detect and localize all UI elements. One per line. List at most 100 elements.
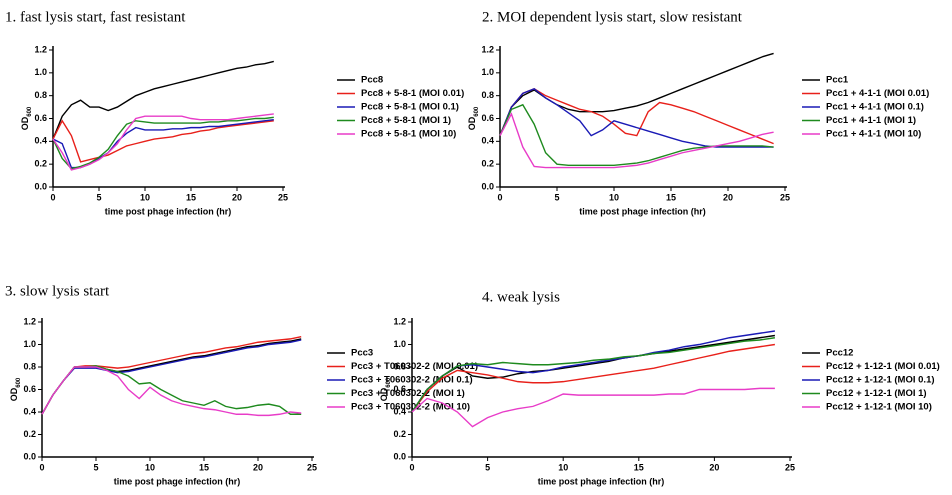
legend-label: Pcc8 + 5-8-1 (MOI 0.01) bbox=[361, 88, 464, 99]
y-tick-label: 1.2 bbox=[34, 44, 47, 54]
y-tick-label: 1.0 bbox=[23, 339, 36, 349]
series-line bbox=[499, 112, 774, 169]
y-tick-label: 0.4 bbox=[393, 406, 406, 416]
x-tick-label: 0 bbox=[50, 192, 55, 202]
x-axis-label: time post phage infection (hr) bbox=[538, 476, 665, 486]
x-tick-label: 20 bbox=[232, 192, 242, 202]
series-line bbox=[41, 366, 302, 417]
y-tick-label: 1.0 bbox=[393, 339, 406, 349]
y-tick-label: 0.2 bbox=[23, 429, 36, 439]
x-axis-label: time post phage infection (hr) bbox=[114, 476, 241, 486]
x-tick-label: 25 bbox=[278, 192, 288, 202]
legend-label: Pcc1 + 4-1-1 (MOI 0.01) bbox=[826, 88, 929, 99]
y-axis-label: OD600 bbox=[20, 106, 32, 130]
legend-label: Pcc3 + T060302-2 (MOI 1) bbox=[351, 388, 465, 399]
series-line bbox=[499, 88, 774, 148]
y-axis-label-main: OD bbox=[379, 387, 389, 401]
y-tick-label: 0.8 bbox=[34, 90, 47, 100]
y-tick-label: 0.0 bbox=[34, 181, 47, 191]
y-tick-label: 1.2 bbox=[393, 316, 406, 326]
x-tick-label: 5 bbox=[554, 192, 559, 202]
panel-title: 2. MOI dependent lysis start, slow resis… bbox=[482, 9, 743, 25]
y-tick-label: 0.0 bbox=[481, 181, 494, 191]
panel-title: 1. fast lysis start, fast resistant bbox=[5, 9, 186, 25]
panel-title: 4. weak lysis bbox=[482, 289, 560, 305]
series-line bbox=[41, 339, 302, 415]
x-tick-label: 25 bbox=[780, 192, 790, 202]
x-tick-label: 15 bbox=[186, 192, 196, 202]
x-tick-label: 25 bbox=[785, 462, 795, 472]
legend-label: Pcc3 + T060302-2 (MOI 0.01) bbox=[351, 361, 478, 372]
x-tick-label: 20 bbox=[723, 192, 733, 202]
x-tick-label: 15 bbox=[666, 192, 676, 202]
y-tick-label: 1.2 bbox=[23, 316, 36, 326]
y-tick-label: 1.0 bbox=[34, 67, 47, 77]
y-axis-label: OD600 bbox=[379, 377, 391, 401]
legend-label: Pcc8 bbox=[361, 75, 383, 86]
legend-label: Pcc1 + 4-1-1 (MOI 0.1) bbox=[826, 102, 924, 113]
x-tick-label: 5 bbox=[485, 462, 490, 472]
y-tick-label: 0.2 bbox=[481, 159, 494, 169]
y-axis-label: OD600 bbox=[467, 106, 479, 130]
series-line bbox=[52, 116, 274, 170]
legend-label: Pcc12 + 1-12-1 (MOI 1) bbox=[826, 388, 927, 399]
series-line bbox=[411, 387, 775, 428]
x-tick-label: 10 bbox=[140, 192, 150, 202]
y-tick-label: 0.8 bbox=[481, 90, 494, 100]
y-tick-label: 0.8 bbox=[393, 361, 406, 371]
x-tick-label: 0 bbox=[409, 462, 414, 472]
series-line bbox=[411, 343, 775, 413]
x-tick-label: 5 bbox=[96, 192, 101, 202]
x-tick-label: 10 bbox=[145, 462, 155, 472]
y-tick-label: 1.2 bbox=[481, 44, 494, 54]
series-line bbox=[41, 335, 302, 415]
y-axis-label-sub: 600 bbox=[16, 377, 22, 388]
y-tick-label: 0.4 bbox=[23, 406, 36, 416]
series-line bbox=[52, 113, 274, 171]
legend-label: Pcc1 bbox=[826, 75, 849, 86]
y-axis-label-sub: 600 bbox=[386, 377, 392, 388]
legend-label: Pcc12 + 1-12-1 (MOI 0.1) bbox=[826, 375, 935, 386]
legend-label: Pcc1 + 4-1-1 (MOI 1) bbox=[826, 115, 916, 126]
x-tick-label: 10 bbox=[558, 462, 568, 472]
legend-label: Pcc1 + 4-1-1 (MOI 10) bbox=[826, 129, 921, 140]
series-line bbox=[499, 88, 774, 145]
legend-label: Pcc12 + 1-12-1 (MOI 10) bbox=[826, 402, 932, 413]
y-tick-label: 0.2 bbox=[34, 159, 47, 169]
y-tick-label: 0.2 bbox=[393, 429, 406, 439]
series-line bbox=[411, 330, 775, 413]
x-tick-label: 15 bbox=[199, 462, 209, 472]
legend-label: Pcc12 bbox=[826, 348, 853, 359]
series-line bbox=[499, 103, 774, 167]
series-line bbox=[52, 119, 274, 163]
y-tick-label: 0.4 bbox=[481, 136, 494, 146]
series-line bbox=[41, 338, 302, 415]
y-tick-label: 0.0 bbox=[393, 451, 406, 461]
legend-label: Pcc12 + 1-12-1 (MOI 0.01) bbox=[826, 361, 940, 372]
legend-label: Pcc8 + 5-8-1 (MOI 10) bbox=[361, 129, 456, 140]
y-tick-label: 0.6 bbox=[23, 384, 36, 394]
x-tick-label: 10 bbox=[609, 192, 619, 202]
legend-label: Pcc3 + T060302-2 (MOI 10) bbox=[351, 402, 470, 413]
y-tick-label: 0.8 bbox=[23, 361, 36, 371]
y-tick-label: 0.6 bbox=[34, 113, 47, 123]
y-tick-label: 0.6 bbox=[481, 113, 494, 123]
x-tick-label: 5 bbox=[93, 462, 98, 472]
x-axis-label: time post phage infection (hr) bbox=[105, 206, 232, 216]
y-tick-label: 0.6 bbox=[393, 384, 406, 394]
legend-label: Pcc8 + 5-8-1 (MOI 0.1) bbox=[361, 102, 459, 113]
y-tick-label: 0.0 bbox=[23, 451, 36, 461]
y-axis-label-main: OD bbox=[20, 116, 30, 130]
y-axis-label-sub: 600 bbox=[27, 106, 33, 117]
y-axis-label-main: OD bbox=[467, 116, 477, 130]
y-axis-label: OD600 bbox=[9, 377, 21, 401]
x-axis-label: time post phage infection (hr) bbox=[579, 206, 706, 216]
y-axis-label-main: OD bbox=[9, 387, 19, 401]
y-tick-label: 0.4 bbox=[34, 136, 47, 146]
legend-label: Pcc8 + 5-8-1 (MOI 1) bbox=[361, 115, 451, 126]
x-tick-label: 0 bbox=[39, 462, 44, 472]
series-line bbox=[41, 365, 302, 415]
x-tick-label: 20 bbox=[709, 462, 719, 472]
x-tick-label: 25 bbox=[307, 462, 317, 472]
x-tick-label: 20 bbox=[253, 462, 263, 472]
